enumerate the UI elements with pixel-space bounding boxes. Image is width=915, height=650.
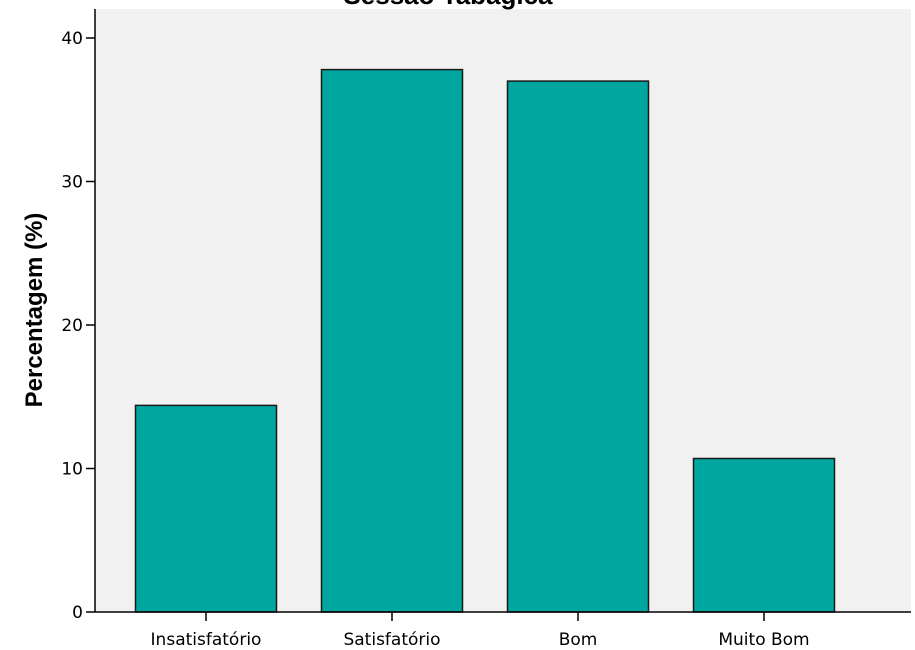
y-tick-label: 0 [72, 603, 83, 623]
bar-muito-bom [692, 457, 836, 613]
bar-bom [506, 80, 650, 613]
y-tick-label: 30 [61, 173, 83, 193]
bar-satisfat-rio [320, 68, 464, 613]
y-axis-label: Percentagem (%) [21, 213, 48, 408]
x-category-label: Insatisfatório [151, 630, 262, 650]
bar-insatisfat-rio [134, 404, 278, 613]
y-tick-label: 40 [61, 29, 83, 49]
x-ticks-group: Insatisfatório Satisfatório Bom Muito Bom [151, 612, 810, 650]
x-category-label: Muito Bom [718, 630, 809, 650]
y-tick-label: 10 [61, 460, 83, 480]
x-category-label: Bom [559, 630, 598, 650]
chart-title: Sessão Tabagica [343, 0, 553, 10]
x-category-label: Satisfatório [343, 630, 440, 650]
y-ticks-group: 0 10 20 30 40 [61, 29, 95, 623]
bars-group [134, 68, 836, 613]
y-tick-label: 20 [61, 316, 83, 336]
